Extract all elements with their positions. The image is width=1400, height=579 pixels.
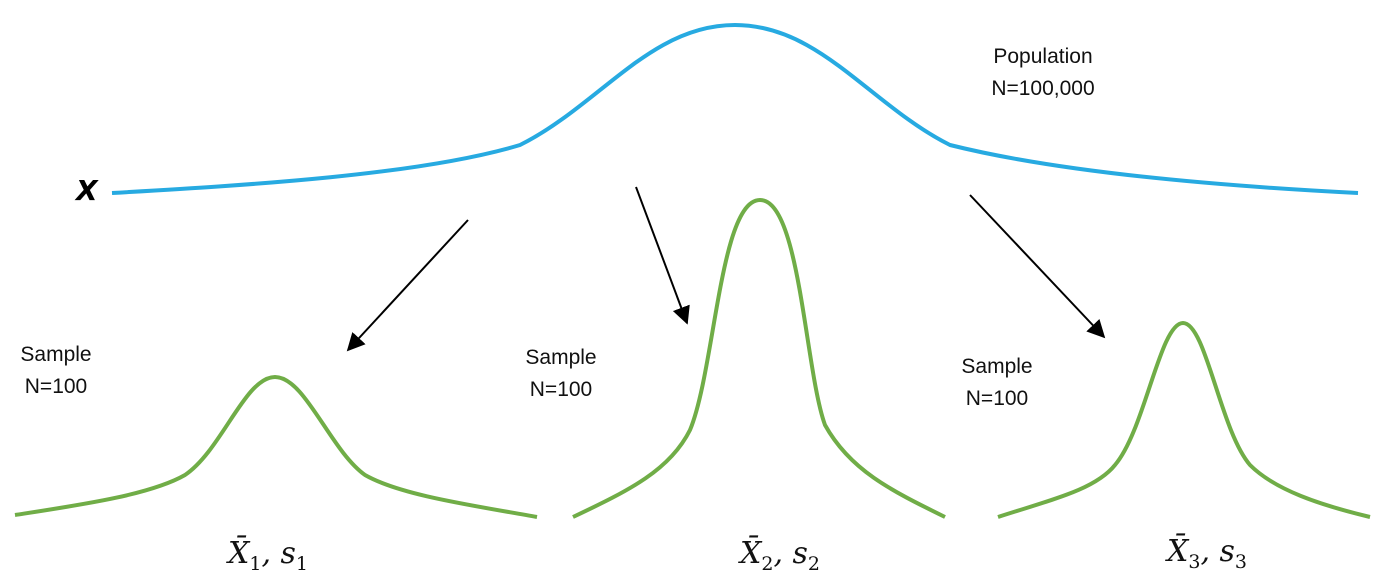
sample-2-mean-subscript: 2 bbox=[761, 553, 773, 575]
sample-1-separator: , bbox=[261, 536, 280, 571]
sample-3-sd-subscript: 3 bbox=[1235, 551, 1247, 573]
population-title: Population bbox=[993, 45, 1092, 68]
sample-1-mean-subscript: 1 bbox=[249, 553, 261, 575]
sample-2-size: N=100 bbox=[530, 378, 592, 401]
sample-1-statistic: X̄1, s1 bbox=[226, 535, 308, 575]
sample-2-sd-subscript: 2 bbox=[808, 553, 820, 575]
sample-2-mean-symbol: X̄ bbox=[738, 535, 763, 571]
sample-3-title: Sample bbox=[961, 355, 1032, 378]
sample-1-size: N=100 bbox=[25, 375, 87, 398]
sample-2-title: Sample bbox=[525, 346, 596, 369]
sample-3-group: Sample N=100 X̄3, s3 bbox=[961, 320, 1371, 573]
arrow-to-sample-1 bbox=[346, 219, 469, 352]
sample-3-sd-symbol: s bbox=[1220, 534, 1235, 569]
arrow-to-sample-3 bbox=[969, 194, 1106, 339]
sample-2-group: Sample N=100 X̄2, s2 bbox=[525, 197, 946, 575]
sample-3-separator: , bbox=[1200, 534, 1219, 569]
sample-1-mean-symbol: X̄ bbox=[226, 535, 251, 571]
sample-1-group: Sample N=100 X̄1, s1 bbox=[14, 343, 538, 575]
sample-2-sd-symbol: s bbox=[793, 536, 808, 571]
population-size: N=100,000 bbox=[991, 77, 1094, 100]
sample-2-separator: , bbox=[773, 536, 792, 571]
sample-1-curve bbox=[14, 374, 538, 519]
arrow-to-sample-2 bbox=[635, 186, 690, 325]
sample-1-title: Sample bbox=[20, 343, 91, 366]
sample-3-statistic: X̄3, s3 bbox=[1165, 533, 1247, 573]
sample-3-mean-symbol: X̄ bbox=[1165, 533, 1190, 569]
sample-3-curve bbox=[997, 320, 1371, 519]
sample-2-curve bbox=[572, 197, 946, 519]
population-curve bbox=[111, 22, 1359, 195]
sample-3-size: N=100 bbox=[966, 387, 1028, 410]
sample-1-sd-subscript: 1 bbox=[296, 553, 308, 575]
sample-1-sd-symbol: s bbox=[281, 536, 296, 571]
sample-3-mean-subscript: 3 bbox=[1188, 551, 1200, 573]
population-variable-label: X bbox=[74, 174, 99, 207]
sample-2-statistic: X̄2, s2 bbox=[738, 535, 820, 575]
